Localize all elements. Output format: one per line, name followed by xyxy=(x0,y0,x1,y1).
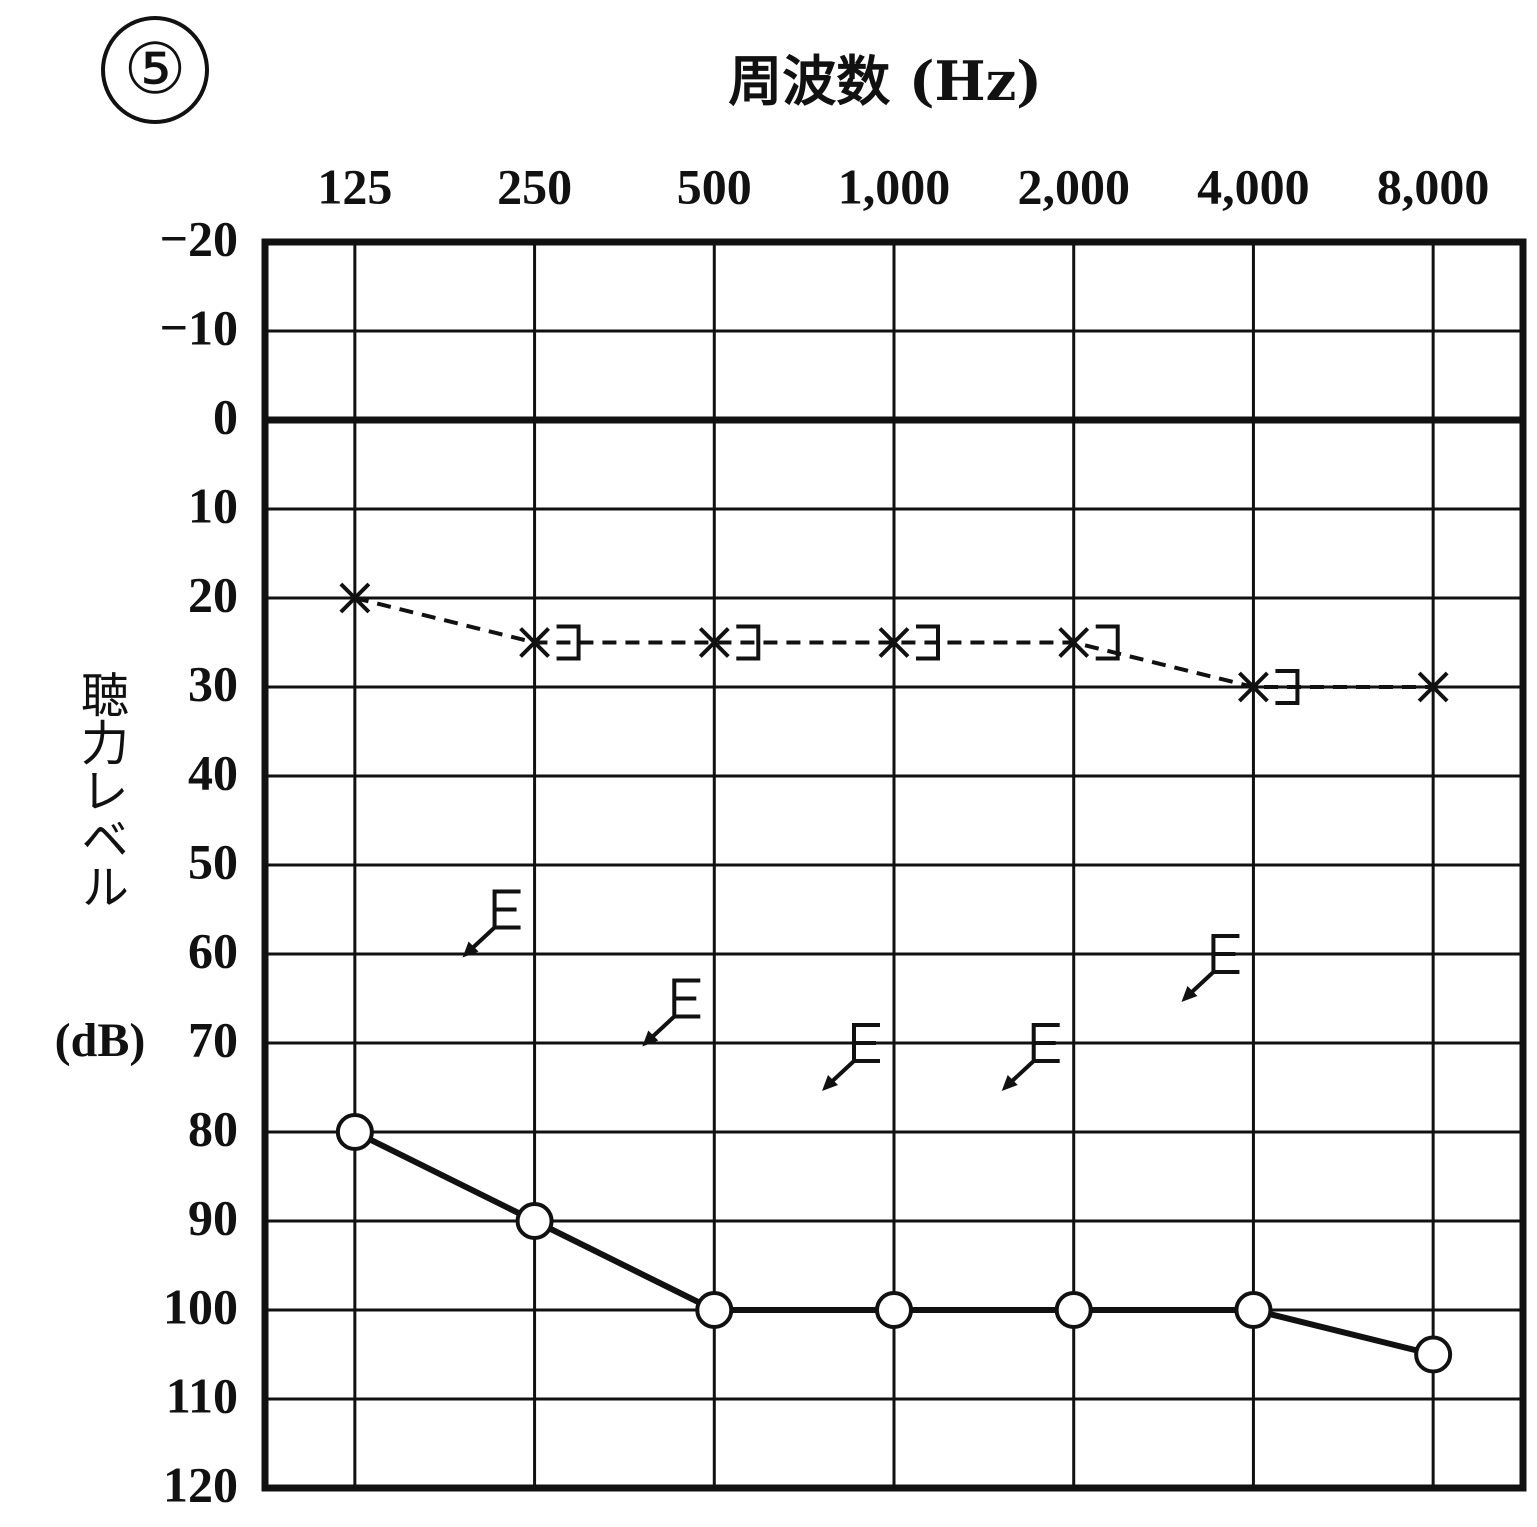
marker-circle xyxy=(335,1113,374,1151)
marker-arrowhead xyxy=(462,941,479,958)
marker-arrowhead xyxy=(822,1075,838,1091)
plot-frame xyxy=(261,238,1527,1492)
y-tick-label: 90 xyxy=(188,1189,238,1245)
x-tick-label: 4,000 xyxy=(1197,158,1310,214)
y-tick-label: 70 xyxy=(188,1011,238,1067)
marker-x xyxy=(519,627,550,658)
marker-circle xyxy=(515,1202,554,1240)
marker-bracket xyxy=(736,624,761,661)
marker-x xyxy=(339,582,371,614)
marker-x xyxy=(1238,671,1269,703)
marker-scale-out xyxy=(644,978,701,1044)
y-tick-label: 100 xyxy=(163,1278,238,1334)
y-tick-label: −20 xyxy=(160,210,239,266)
label-circle xyxy=(101,16,209,124)
y-axis-unit: (dB) xyxy=(55,1014,146,1067)
marker-arrowhead xyxy=(642,1030,659,1047)
x-tick-label: 500 xyxy=(677,158,752,214)
marker-x xyxy=(878,627,910,658)
y-tick-label: 0 xyxy=(213,388,238,444)
y-tick-label: 30 xyxy=(188,655,238,711)
x-tick-label: 2,000 xyxy=(1017,158,1130,214)
marker-circle xyxy=(1054,1291,1093,1329)
marker-scale-out xyxy=(1184,934,1240,1000)
y-tick-label: 80 xyxy=(188,1100,238,1156)
marker-circle xyxy=(875,1291,913,1329)
marker-scale-out xyxy=(1004,1023,1060,1089)
marker-x xyxy=(698,627,730,658)
marker-circle xyxy=(1414,1335,1453,1374)
y-tick-label: 10 xyxy=(188,477,238,533)
y-tick-label: 120 xyxy=(163,1456,238,1512)
marker-bracket xyxy=(916,624,940,661)
marker-arrowhead xyxy=(1001,1075,1018,1091)
y-tick-label: 60 xyxy=(188,922,238,978)
marker-bracket xyxy=(1095,624,1120,661)
marker-x xyxy=(1058,627,1090,658)
y-tick-label: 20 xyxy=(188,566,238,622)
marker-scale-out xyxy=(824,1023,880,1089)
x-tick-label: 8,000 xyxy=(1377,158,1490,214)
marker-bracket xyxy=(1275,669,1300,705)
marker-bracket xyxy=(556,624,581,661)
marker-x xyxy=(1417,671,1449,703)
panel-label: ⑤ xyxy=(124,28,187,110)
y-tick-label: 50 xyxy=(188,833,238,889)
y-tick-label: −10 xyxy=(160,299,239,355)
x-tick-label: 125 xyxy=(317,158,392,214)
marker-circle xyxy=(1234,1291,1273,1329)
y-tick-label: 40 xyxy=(188,744,238,800)
chart-title: 周波数 (Hz) xyxy=(728,49,1042,113)
y-tick-label: 110 xyxy=(166,1367,238,1423)
marker-circle xyxy=(695,1291,734,1329)
y-axis-label: 聴力レベル xyxy=(72,670,128,910)
x-tick-label: 250 xyxy=(497,158,572,214)
marker-scale-out xyxy=(465,889,521,955)
x-tick-label: 1,000 xyxy=(838,158,951,214)
marker-arrowhead xyxy=(1181,986,1198,1002)
